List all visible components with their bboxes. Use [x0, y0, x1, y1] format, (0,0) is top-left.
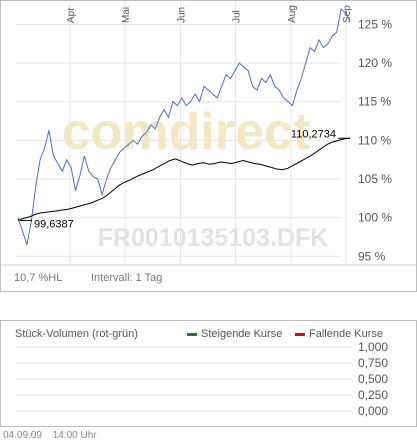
series-line-1: [17, 137, 351, 221]
price-chart: comdirect FR0010135103.DFK Apr Mai Jun Jul A…: [1, 1, 416, 284]
watermark-brand: comdirect: [62, 103, 311, 161]
vol-tick-label: 0,500: [358, 372, 388, 386]
series-layer: [17, 8, 351, 245]
y-tick-label: 115 %: [358, 95, 391, 109]
y-tick-label: 110 %: [358, 133, 391, 147]
y-tick-label: 105 %: [358, 172, 392, 186]
legend-rising-swatch: [187, 333, 197, 336]
vol-tick-label: 1,000: [358, 340, 388, 354]
volume-y-labels: 1,000 0,750 0,500 0,250 0,000: [358, 340, 388, 418]
legend-falling-label: Fallende Kurse: [309, 328, 383, 340]
annotations: 99,6387 110,2734: [20, 128, 350, 230]
volume-title: Stück-Volumen (rot-grün): [15, 328, 138, 340]
series-line-0: [17, 8, 351, 245]
legend-falling-swatch: [295, 333, 305, 336]
vol-tick-label: 0,750: [358, 356, 388, 370]
x-tick-label: Apr: [66, 7, 77, 23]
price-grid: [15, 1, 347, 264]
volume-chart-panel: Stück-Volumen (rot-grün) Steigende Kurse…: [0, 320, 417, 427]
volume-grid: [15, 346, 353, 412]
interval-label: Intervall: 1 Tag: [91, 272, 162, 284]
y-tick-label: 125 %: [358, 17, 392, 31]
legend-rising-label: Steigende Kurse: [201, 328, 282, 340]
legend: Steigende Kurse Fallende Kurse: [187, 328, 383, 340]
timestamp-footer: 04.09.09 14:00 Uhr: [3, 430, 105, 441]
vol-tick-label: 0,250: [358, 388, 388, 402]
vol-tick-label: 0,000: [358, 404, 388, 418]
end-value-label: 110,2734: [291, 128, 336, 140]
x-tick-label: Jun: [176, 7, 187, 23]
x-axis-labels: Apr Mai Jun Jul Aug Sep: [66, 5, 353, 23]
y-tick-label: 100 %: [358, 211, 392, 225]
volume-chart: Stück-Volumen (rot-grün) Steigende Kurse…: [15, 328, 388, 418]
y-tick-label: 120 %: [358, 56, 392, 70]
watermark-id: FR0010135103.DFK: [98, 224, 329, 252]
footer-time: 14:00 Uhr: [52, 430, 97, 441]
x-tick-label: Mai: [121, 7, 132, 23]
start-value-label: 99,6387: [34, 218, 74, 230]
x-tick-label: Jul: [232, 10, 243, 23]
hl-label: 10,7 %HL: [14, 272, 62, 284]
x-tick-label: Sep: [342, 5, 353, 23]
y-tick-label: 95 %: [358, 249, 386, 263]
y-axis-labels: 95 % 100 % 105 % 110 % 115 % 120 % 125 %: [358, 17, 392, 263]
x-tick-label: Aug: [287, 5, 298, 23]
price-chart-panel: comdirect FR0010135103.DFK Apr Mai Jun Jul A…: [0, 0, 417, 292]
footer-date: 04.09.09: [3, 430, 42, 441]
